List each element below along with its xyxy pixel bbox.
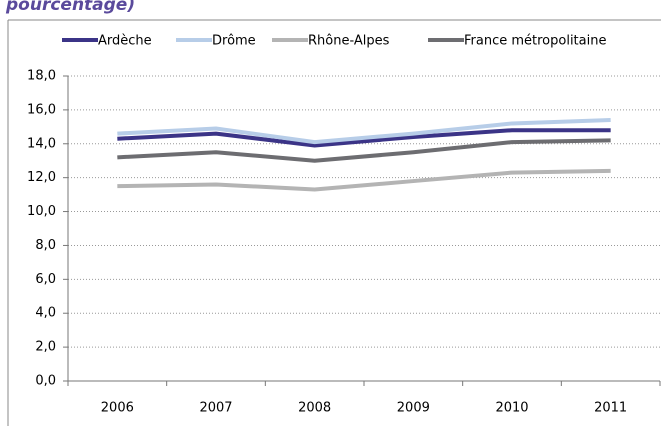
line-series	[117, 168, 611, 192]
line-series	[117, 128, 611, 148]
x-tick-label: 2008	[298, 401, 331, 416]
line-series	[117, 138, 611, 163]
chart-title: pourcentage)	[5, 0, 135, 15]
x-tick-label: 2011	[594, 401, 627, 416]
y-tick-label: 0,0	[35, 374, 56, 389]
y-tick-label: 10,0	[27, 204, 56, 219]
legend-label: France métropolitaine	[464, 34, 606, 49]
y-tick-label: 2,0	[35, 340, 56, 355]
x-tick-label: 2009	[397, 401, 430, 416]
y-tick-label: 8,0	[35, 238, 56, 253]
legend-label: Drôme	[212, 34, 256, 49]
line-series	[117, 118, 611, 145]
y-tick-label: 12,0	[27, 170, 56, 185]
y-tick-label: 14,0	[27, 136, 56, 151]
x-tick-label: 2007	[199, 401, 232, 416]
y-tick-label: 16,0	[27, 102, 56, 117]
legend-label: Rhône-Alpes	[308, 34, 390, 49]
x-tick-label: 2006	[101, 401, 134, 416]
y-tick-label: 4,0	[35, 306, 56, 321]
legend-label: Ardèche	[98, 34, 152, 49]
y-tick-label: 18,0	[27, 69, 56, 84]
y-tick-label: 6,0	[35, 272, 56, 287]
x-tick-label: 2010	[495, 401, 528, 416]
